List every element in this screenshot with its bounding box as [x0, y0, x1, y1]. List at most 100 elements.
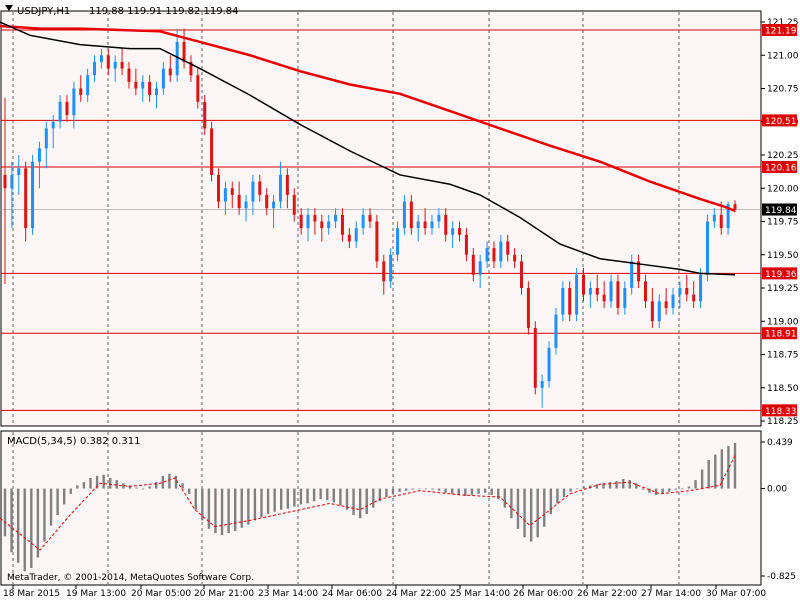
candle-body — [402, 201, 406, 229]
macd-bar — [727, 446, 730, 489]
macd-tick-label: 0.00 — [767, 485, 787, 495]
candle-body — [44, 128, 48, 149]
macd-bar — [569, 488, 572, 492]
macd-bar — [668, 488, 671, 492]
candle-body — [313, 214, 317, 222]
macd-bar — [621, 478, 625, 489]
price-axis: 121.25121.00120.75120.50120.25120.00119.… — [761, 18, 799, 427]
x-tick-label: 23 Mar 14:00 — [258, 589, 318, 599]
macd-bar — [82, 482, 86, 489]
macd-tick-label: 0.439 — [767, 438, 793, 448]
candle-body — [244, 201, 248, 209]
macd-bar — [497, 488, 500, 500]
candle-body — [581, 274, 585, 295]
candle-body — [712, 214, 716, 222]
candle-body — [643, 281, 647, 302]
macd-bar — [483, 488, 487, 493]
candle-body — [51, 121, 55, 129]
candle-body — [513, 254, 517, 262]
macd-bar — [227, 488, 230, 534]
macd-bar — [615, 481, 618, 489]
macd-bar — [372, 488, 375, 508]
candle-body — [354, 228, 358, 242]
macd-bar — [122, 483, 125, 489]
y-tick-label: 120.75 — [767, 85, 799, 95]
candle-body — [637, 261, 641, 282]
level-tag-label: 118.91 — [765, 330, 797, 340]
y-tick-label: 121.25 — [767, 18, 799, 28]
candle-body — [499, 241, 503, 262]
macd-bar — [424, 488, 428, 490]
macd-bar — [141, 488, 145, 490]
candle-body — [65, 101, 69, 116]
macd-bar — [543, 488, 546, 527]
candle-body — [210, 128, 214, 175]
x-tick-label: 26 Mar 22:00 — [577, 589, 637, 599]
macd-bar — [339, 488, 342, 506]
macd-bar — [187, 488, 191, 494]
macd-bar — [700, 469, 704, 489]
chart-menu-icon[interactable] — [5, 5, 13, 11]
y-tick-label: 118.50 — [767, 384, 799, 394]
ohlc-label: 119.88 119.91 119.82 119.84 — [89, 6, 239, 17]
macd-bar — [451, 488, 454, 494]
candle-body — [705, 221, 709, 275]
candle-body — [671, 294, 675, 308]
candle-body — [657, 301, 661, 322]
candle-body — [678, 288, 682, 295]
macd-bar — [332, 488, 336, 503]
candle-body — [458, 228, 462, 235]
current-price-tag — [762, 203, 797, 216]
candle-body — [79, 88, 83, 96]
macd-bar — [56, 488, 59, 516]
y-tick-label: 119.75 — [767, 218, 799, 228]
moving-average-slow — [0, 24, 736, 213]
macd-bar — [115, 480, 119, 489]
candle-body — [568, 288, 572, 315]
candle-body — [396, 228, 400, 255]
candle-body — [375, 221, 379, 262]
macd-bar — [253, 488, 257, 521]
candle-body — [58, 101, 62, 122]
candle-body — [478, 261, 482, 275]
macd-bar — [562, 488, 566, 498]
macd-bar — [391, 488, 395, 494]
candle-body — [3, 174, 7, 189]
y-tick-label: 119.00 — [767, 317, 799, 327]
candle-body — [72, 88, 76, 116]
macd-signal-line — [0, 455, 736, 551]
candle-body — [86, 75, 90, 96]
candle-body — [692, 294, 696, 302]
candle-body — [382, 261, 386, 282]
candle-body — [520, 261, 524, 288]
macd-bar — [76, 485, 79, 489]
candle-body — [251, 181, 255, 202]
x-tick-label: 27 Mar 14:00 — [641, 589, 701, 599]
candle-body — [113, 61, 117, 69]
macd-bar — [477, 488, 480, 494]
candle-body — [719, 214, 723, 229]
macd-bar — [641, 488, 645, 490]
level-tag — [762, 114, 797, 127]
candle-body — [37, 148, 41, 162]
candle-body — [182, 41, 186, 62]
candle-body — [389, 254, 393, 282]
macd-bar — [444, 488, 447, 493]
macd-bar — [62, 488, 66, 505]
macd-bar — [220, 488, 224, 536]
macd-bar — [556, 488, 559, 504]
macd-bar — [687, 486, 691, 489]
macd-axis: 0.439 0.00 -0.825 — [761, 438, 796, 582]
macd-tick-label: -0.825 — [767, 572, 796, 582]
macd-bar — [516, 488, 520, 529]
macd-bar — [109, 477, 112, 489]
y-tick-label: 121.00 — [767, 51, 799, 61]
macd-bar — [582, 486, 585, 489]
candle-body — [409, 201, 413, 229]
macd-bar — [161, 475, 165, 489]
macd-bar — [280, 488, 283, 510]
macd-bar — [345, 488, 349, 510]
candle-body — [540, 381, 544, 388]
macd-bar — [16, 488, 20, 563]
macd-bar — [69, 488, 72, 494]
